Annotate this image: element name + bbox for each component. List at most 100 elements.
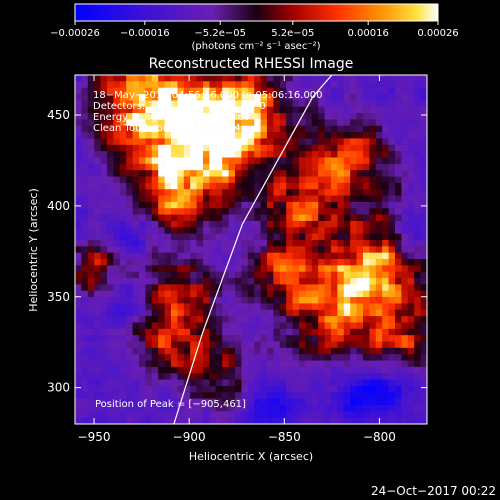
heatmap-cell <box>107 132 114 139</box>
heatmap-cell <box>388 297 396 304</box>
heatmap-cell <box>132 113 140 120</box>
heatmap-cell <box>292 398 300 406</box>
heatmap-cell <box>299 366 306 374</box>
heatmap-cell <box>369 411 377 418</box>
heatmap-cell <box>388 189 396 196</box>
heatmap-cell <box>299 170 306 177</box>
heatmap-cell <box>145 233 153 241</box>
heatmap-cell <box>267 259 274 266</box>
heatmap-cell <box>363 328 370 336</box>
heatmap-cell <box>292 328 300 336</box>
heatmap-cell <box>164 151 172 158</box>
heatmap-cell <box>139 252 146 260</box>
heatmap-cell <box>311 347 319 355</box>
heatmap-cell <box>337 271 345 279</box>
heatmap-cell <box>100 163 108 171</box>
heatmap-cell <box>247 278 255 285</box>
heatmap-cell <box>119 398 127 406</box>
heatmap-cell <box>311 87 319 95</box>
heatmap-cell <box>305 170 313 177</box>
heatmap-cell <box>177 278 185 285</box>
heatmap-cell <box>177 208 185 215</box>
heatmap-cell <box>299 322 306 330</box>
heatmap-cell <box>337 322 345 330</box>
heatmap-cell <box>356 335 364 342</box>
heatmap-cell <box>171 87 178 95</box>
heatmap-cell <box>171 195 178 203</box>
heatmap-cell <box>132 81 140 88</box>
heatmap-cell <box>350 81 357 88</box>
heatmap-cell <box>350 303 357 311</box>
heatmap-cell <box>247 366 255 374</box>
heatmap-cell <box>203 201 210 209</box>
heatmap-cell <box>318 138 325 146</box>
heatmap-cell <box>183 189 191 196</box>
heatmap-cell <box>171 354 178 361</box>
heatmap-cell <box>113 322 121 330</box>
heatmap-cell <box>401 94 409 101</box>
heatmap-cell <box>331 347 338 355</box>
heatmap-cell <box>414 220 421 228</box>
heatmap-cell <box>395 398 402 406</box>
heatmap-cell <box>273 411 281 418</box>
heatmap-cell <box>100 360 108 368</box>
heatmap-cell <box>414 385 421 393</box>
heatmap-cell <box>196 87 204 95</box>
heatmap-cell <box>209 411 217 418</box>
heatmap-cell <box>267 316 274 323</box>
heatmap-cell <box>190 75 197 82</box>
heatmap-cell <box>260 220 268 228</box>
heatmap-cell <box>119 392 127 399</box>
heatmap-cell <box>100 259 108 266</box>
heatmap-cell <box>395 309 402 317</box>
heatmap-cell <box>267 328 274 336</box>
heatmap-cell <box>388 404 396 412</box>
heatmap-cell <box>126 252 133 260</box>
heatmap-cell <box>126 328 133 336</box>
heatmap-cell <box>145 208 153 215</box>
heatmap-cell <box>279 297 287 304</box>
heatmap-cell <box>395 354 402 361</box>
heatmap-cell <box>75 208 82 215</box>
heatmap-cell <box>158 214 165 222</box>
heatmap-cell <box>87 113 95 120</box>
heatmap-cell <box>395 259 402 266</box>
heatmap-cell <box>343 309 351 317</box>
heatmap-cell <box>324 284 332 292</box>
heatmap-cell <box>126 404 133 412</box>
heatmap-cell <box>337 259 345 266</box>
heatmap-cell <box>183 125 191 133</box>
heatmap-cell <box>305 106 313 114</box>
heatmap-cell <box>113 182 121 190</box>
heatmap-cell <box>401 392 409 399</box>
heatmap-cell <box>107 119 114 127</box>
heatmap-cell <box>318 132 325 139</box>
heatmap-cell <box>81 316 89 323</box>
heatmap-cell <box>388 284 396 292</box>
heatmap-cell <box>401 125 409 133</box>
heatmap-cell <box>305 335 313 342</box>
heatmap-cell <box>228 303 236 311</box>
heatmap-cell <box>132 227 140 234</box>
heatmap-cell <box>388 303 396 311</box>
heatmap-cell <box>190 259 197 266</box>
heatmap-cell <box>292 220 300 228</box>
heatmap-cell <box>158 157 165 165</box>
heatmap-cell <box>382 271 389 279</box>
heatmap-cell <box>177 259 185 266</box>
heatmap-cell <box>292 404 300 412</box>
heatmap-cell <box>395 360 402 368</box>
heatmap-cell <box>190 322 197 330</box>
heatmap-cell <box>151 328 159 336</box>
heatmap-cell <box>171 94 178 101</box>
heatmap-cell <box>401 385 409 393</box>
heatmap-cell <box>139 354 146 361</box>
heatmap-cell <box>286 113 293 120</box>
heatmap-cell <box>139 246 146 253</box>
heatmap-cell <box>324 227 332 234</box>
heatmap-cell <box>158 119 165 127</box>
heatmap-cell <box>279 417 287 424</box>
heatmap-cell <box>388 170 396 177</box>
heatmap-cell <box>324 290 332 298</box>
heatmap-cell <box>382 417 389 424</box>
